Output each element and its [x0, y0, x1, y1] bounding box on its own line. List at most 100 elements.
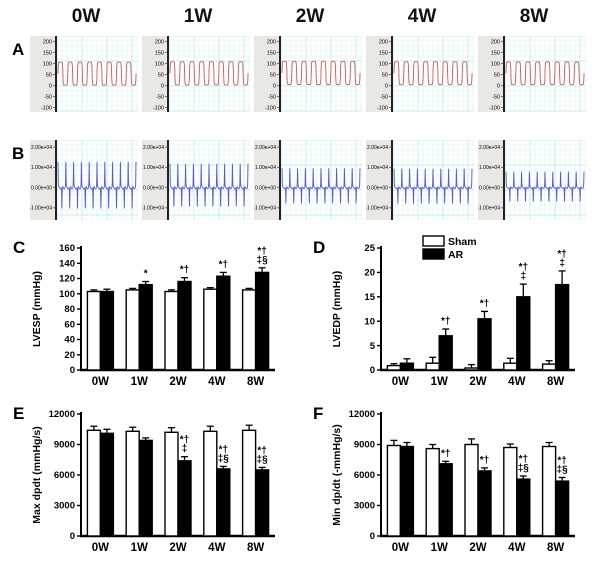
svg-text:50: 50	[494, 72, 500, 78]
svg-text:2.00e+04: 2.00e+04	[479, 145, 500, 151]
panel-b-letter: B	[12, 144, 25, 163]
F-sham-bar-8w	[541, 445, 557, 537]
error-bar	[103, 288, 111, 292]
error-bar	[390, 439, 398, 446]
x-tick-label: 4W	[508, 376, 525, 388]
significance-marker: *†	[557, 456, 566, 467]
panel-f-letter: F	[313, 404, 324, 423]
F-sham-bar-2w	[464, 443, 479, 537]
error-bar	[129, 426, 137, 432]
significance-marker: *†	[480, 298, 489, 309]
y-axis-title: Max dpdt (mmHg/s)	[31, 426, 43, 523]
svg-text:0.00e+00: 0.00e+00	[31, 185, 52, 191]
svg-text:20: 20	[364, 268, 375, 279]
error-bar	[390, 363, 398, 366]
F-bar-chart-svg: 0 3000 6000 9000 12000 Min dp/dt (-mmHg/s) 0W *…	[331, 409, 575, 554]
significance-marker: *†	[480, 455, 489, 466]
significance-marker: ‡§	[557, 465, 569, 476]
y-axis-strip	[30, 140, 55, 220]
significance-marker: *†	[441, 448, 450, 459]
svg-text:2.00e+04: 2.00e+04	[367, 145, 388, 151]
pressure-waveform	[57, 61, 137, 86]
svg-text:10: 10	[364, 316, 375, 327]
svg-text:-1.00e+04: -1.00e+04	[254, 206, 276, 212]
svg-text:40: 40	[64, 335, 75, 346]
pressure-waveform	[393, 61, 473, 86]
svg-text:-50: -50	[492, 94, 500, 100]
panel-c-letter: C	[13, 238, 26, 257]
error-bar	[506, 443, 514, 448]
svg-text:100: 100	[59, 289, 75, 300]
svg-text:0: 0	[385, 83, 388, 89]
svg-text:20: 20	[64, 350, 75, 361]
x-tick-label: 1W	[131, 376, 148, 388]
E-ar-bar-4w	[216, 468, 231, 537]
week-label-8w: 8W	[519, 6, 549, 27]
x-tick-label: 4W	[508, 542, 525, 554]
E-sham-bar-0w	[86, 429, 102, 537]
svg-text:1.00e+04: 1.00e+04	[143, 165, 164, 171]
error-bar	[181, 456, 188, 461]
svg-text:200: 200	[267, 39, 276, 45]
legend-swatch-sham	[422, 235, 445, 247]
panel-a-row: A 200 150 100 50 0 -50 -100 200 150 100 50 0 -50 -100…	[0, 36, 601, 112]
C-bar-chart-svg: 0 20 40 60 80 100 120 140 160 LVESP (mmHg) 0W * 1W *†…	[31, 243, 275, 388]
pressure-trace-panel-2: 200 150 100 50 0 -50 -100	[254, 36, 362, 112]
svg-text:1.00e+04: 1.00e+04	[367, 165, 388, 171]
dpdt-trace-panel-3: 2.00e+04 1.00e+04 0.00e+00 -1.00e+04	[366, 140, 474, 220]
svg-text:100: 100	[379, 61, 388, 67]
svg-text:150: 150	[267, 50, 276, 56]
pressure-waveform	[505, 61, 585, 86]
F-ar-bar-4w	[516, 478, 531, 537]
svg-text:150: 150	[155, 50, 164, 56]
svg-text:50: 50	[382, 72, 388, 78]
legend-label-sham: Sham	[448, 236, 477, 248]
D-ar-bar-8w	[554, 283, 570, 371]
pressure-trace-panel-0: 200 150 100 50 0 -50 -100	[30, 36, 138, 112]
significance-marker: ‡	[182, 444, 188, 455]
y-axis-strip	[30, 36, 55, 112]
svg-text:-1.00e+04: -1.00e+04	[366, 206, 388, 212]
error-bar	[481, 467, 488, 471]
F-sham-bar-1w	[425, 447, 440, 537]
svg-text:0.00e+00: 0.00e+00	[255, 185, 276, 191]
svg-text:0: 0	[70, 531, 75, 542]
dpdt-trace-panel-1: 2.00e+04 1.00e+04 0.00e+00 -1.00e+04	[142, 140, 250, 220]
dpdt-waveform	[393, 168, 473, 204]
svg-text:2.00e+04: 2.00e+04	[255, 145, 276, 151]
svg-text:9000: 9000	[54, 440, 75, 451]
D-sham-bar-8w	[541, 363, 557, 371]
x-tick-label: 8W	[247, 376, 264, 388]
max-dpdt-chart: 0 3000 6000 9000 12000 Max dpdt (mmHg/s) 0W 1W *…	[29, 400, 281, 563]
panel-a-letter: A	[12, 40, 25, 59]
error-bar	[168, 289, 175, 292]
y-axis: 0 3000 6000 9000 12000	[349, 409, 382, 542]
y-axis-strip	[478, 140, 503, 220]
error-bar	[103, 428, 111, 434]
dpdt-waveform	[505, 171, 585, 202]
svg-text:150: 150	[379, 50, 388, 56]
svg-text:150: 150	[43, 50, 52, 56]
y-axis-strip	[366, 140, 391, 220]
svg-text:50: 50	[46, 72, 52, 78]
error-bar	[403, 358, 411, 364]
x-tick-label: 0W	[92, 376, 109, 388]
y-axis-strip	[254, 36, 279, 112]
y-axis-ticks: 200 150 100 50 0 -50 -100	[377, 39, 391, 111]
pressure-trace-panel-4: 200 150 100 50 0 -50 -100	[478, 36, 586, 112]
y-axis: 0 20 40 60 80 100 120 140 160	[59, 243, 82, 376]
E-ar-bar-1w	[138, 439, 153, 537]
significance-marker: *†	[257, 246, 266, 257]
x-tick-label: 0W	[392, 376, 409, 388]
D-sham-bar-2w	[464, 367, 479, 371]
legend-label-ar: AR	[448, 249, 464, 261]
svg-text:50: 50	[158, 72, 164, 78]
svg-text:12000: 12000	[49, 409, 75, 420]
dpdt-trace-panel-2: 2.00e+04 1.00e+04 0.00e+00 -1.00e+04	[254, 140, 362, 220]
error-bar	[90, 289, 98, 292]
svg-text:-100: -100	[265, 105, 276, 111]
error-bar	[429, 443, 437, 449]
svg-text:2.00e+04: 2.00e+04	[143, 145, 164, 151]
F-ar-bar-1w	[438, 463, 453, 537]
svg-text:60: 60	[64, 320, 75, 331]
